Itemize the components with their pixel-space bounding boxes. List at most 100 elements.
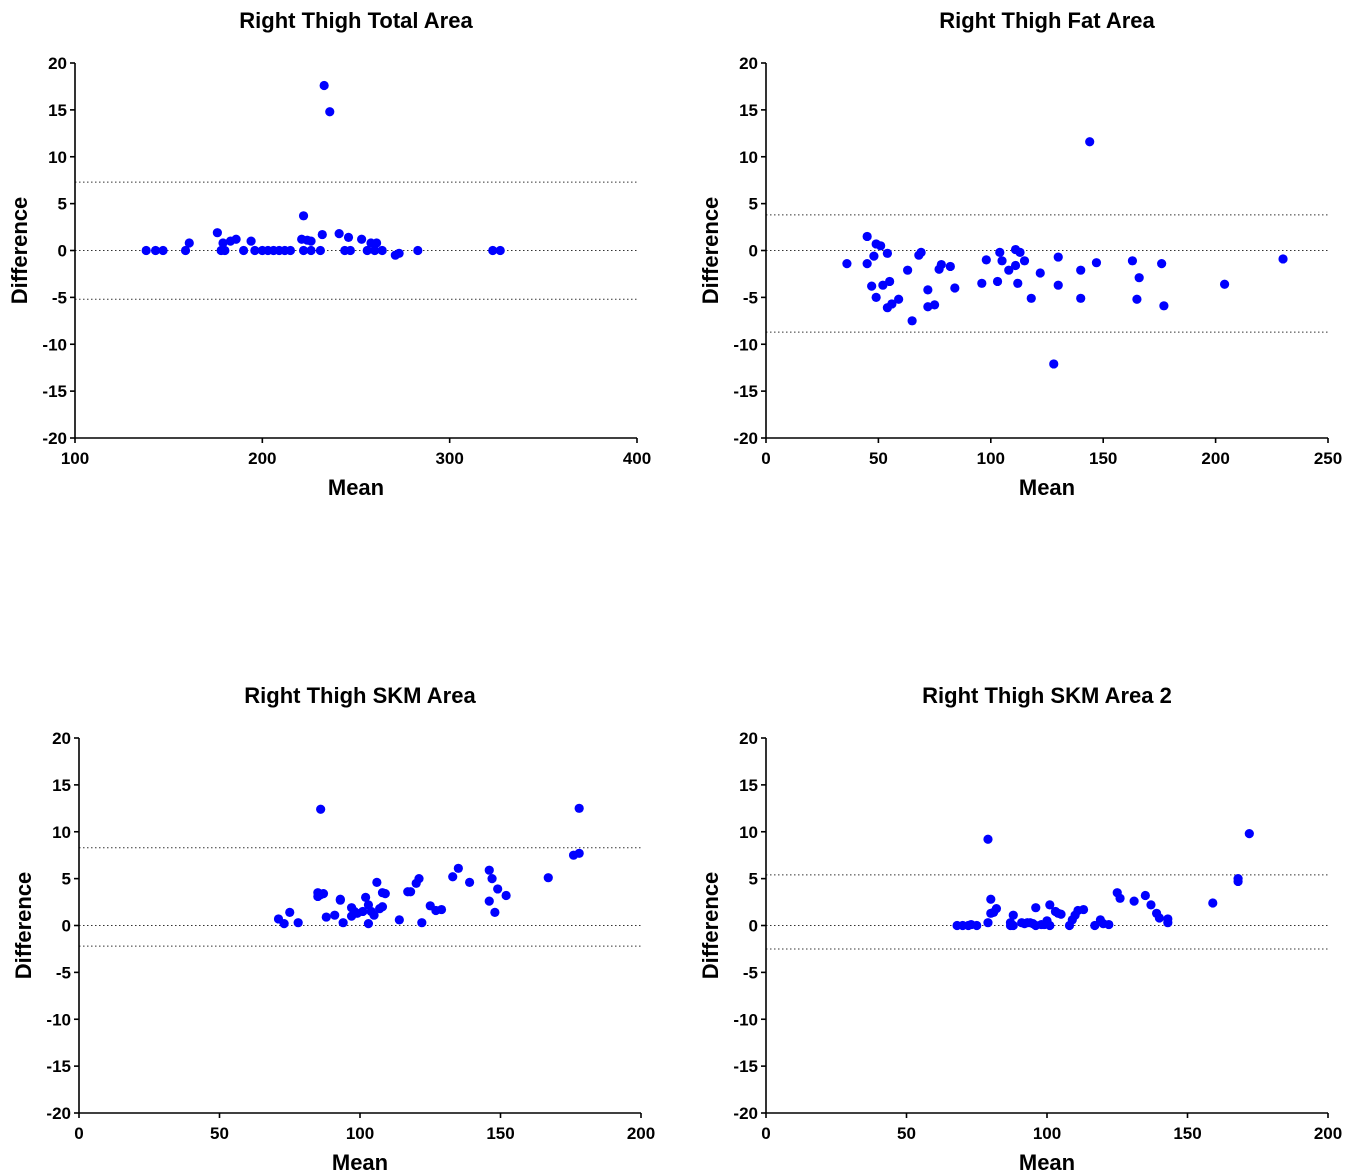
data-point <box>995 247 1005 257</box>
y-tick-label: 20 <box>48 54 67 73</box>
data-point <box>370 245 380 256</box>
data-point <box>1076 293 1086 303</box>
data-point <box>1244 829 1254 839</box>
data-point <box>413 245 423 256</box>
data-point <box>1008 920 1018 931</box>
y-tick-label: 5 <box>749 870 758 889</box>
data-point <box>882 248 892 258</box>
data-point <box>306 245 316 256</box>
data-point <box>501 890 511 901</box>
data-point <box>158 245 168 256</box>
data-point <box>293 918 303 928</box>
x-tick-label: 200 <box>248 449 276 468</box>
data-point <box>936 259 946 270</box>
data-point <box>250 245 260 256</box>
x-tick-label: 150 <box>1089 449 1117 468</box>
data-point <box>1045 920 1055 931</box>
data-point <box>1129 896 1139 906</box>
chart-panel-4: Right Thigh SKM Area 220151050-5-10-15-2… <box>698 683 1342 1175</box>
data-point <box>1019 256 1030 266</box>
y-axis-label: Difference <box>11 872 36 980</box>
data-point <box>903 265 913 275</box>
data-point <box>1104 919 1114 930</box>
data-point <box>330 910 340 920</box>
data-point <box>1035 268 1045 278</box>
y-tick-label: -15 <box>733 382 758 401</box>
data-point <box>436 904 447 915</box>
data-point <box>1163 918 1173 928</box>
y-tick-label: -10 <box>733 335 758 354</box>
data-point <box>878 280 888 290</box>
y-tick-label: 15 <box>52 776 71 795</box>
data-point <box>1134 273 1144 283</box>
x-tick-label: 200 <box>1314 1124 1342 1143</box>
data-point <box>484 865 494 875</box>
y-tick-label: 15 <box>48 101 67 120</box>
chart-title: Right Thigh SKM Area 2 <box>922 683 1172 708</box>
data-point <box>887 299 897 309</box>
data-point <box>1031 903 1041 913</box>
data-point <box>1233 874 1243 884</box>
data-point <box>212 228 222 238</box>
data-point <box>992 276 1003 287</box>
data-point <box>1049 359 1059 369</box>
x-tick-label: 100 <box>1033 1124 1061 1143</box>
data-point <box>218 238 228 248</box>
y-tick-label: -5 <box>743 963 758 982</box>
y-tick-label: -5 <box>52 288 67 307</box>
data-point <box>239 245 249 256</box>
y-tick-label: 5 <box>749 195 758 214</box>
data-point <box>1026 293 1036 303</box>
data-point <box>977 278 987 288</box>
y-axis-label: Difference <box>698 197 723 305</box>
data-point <box>321 912 331 922</box>
x-tick-label: 0 <box>761 449 770 468</box>
data-point <box>1140 890 1150 901</box>
data-point <box>335 894 345 904</box>
data-point <box>923 285 933 295</box>
x-tick-label: 400 <box>623 449 651 468</box>
data-point <box>1085 137 1095 147</box>
y-tick-label: 15 <box>739 776 758 795</box>
data-point <box>1278 254 1288 264</box>
y-tick-label: 20 <box>739 729 758 748</box>
data-point <box>1053 252 1063 262</box>
y-tick-label: -10 <box>46 1010 71 1029</box>
data-point <box>997 256 1007 266</box>
chart-panel-3: Right Thigh SKM Area20151050-5-10-15-200… <box>11 683 655 1175</box>
data-point <box>1090 920 1100 931</box>
x-tick-label: 0 <box>74 1124 83 1143</box>
x-tick-label: 50 <box>210 1124 229 1143</box>
data-point <box>306 236 316 246</box>
x-tick-label: 100 <box>977 449 1005 468</box>
data-point <box>316 804 326 814</box>
data-point <box>298 211 309 221</box>
y-tick-label: -15 <box>42 382 67 401</box>
x-tick-label: 200 <box>1201 449 1229 468</box>
y-tick-label: 20 <box>739 54 758 73</box>
data-point <box>495 245 505 256</box>
data-point <box>1115 893 1125 903</box>
data-point <box>916 247 926 257</box>
data-point <box>484 896 494 906</box>
data-point <box>991 904 1002 914</box>
data-point <box>981 255 991 265</box>
data-point <box>983 918 993 928</box>
x-tick-label: 150 <box>1173 1124 1201 1143</box>
data-point <box>1132 294 1142 304</box>
data-point <box>1208 898 1218 908</box>
y-tick-label: 20 <box>52 729 71 748</box>
y-tick-label: 10 <box>52 823 71 842</box>
y-tick-label: -15 <box>733 1057 758 1076</box>
data-point <box>369 910 379 920</box>
data-point <box>1154 913 1164 923</box>
data-point <box>1157 259 1167 269</box>
data-point <box>318 889 329 899</box>
data-point <box>405 887 416 897</box>
data-point <box>871 292 881 302</box>
data-point <box>317 229 327 240</box>
data-point <box>363 919 374 929</box>
data-point <box>377 902 388 912</box>
y-tick-label: -20 <box>733 1104 758 1123</box>
